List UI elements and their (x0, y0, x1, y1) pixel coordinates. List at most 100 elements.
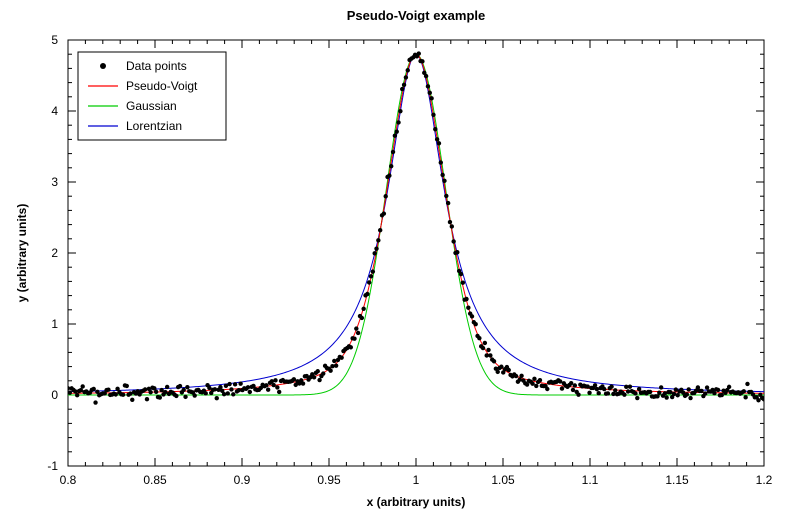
data-point (675, 393, 679, 397)
data-point (270, 379, 274, 383)
data-point (317, 378, 321, 382)
y-tick-label: 1 (51, 317, 58, 331)
data-point (420, 59, 424, 63)
data-point (273, 378, 277, 382)
data-point (106, 388, 110, 392)
legend-marker-icon (100, 63, 106, 69)
data-point (125, 384, 129, 388)
data-point (382, 211, 386, 215)
data-point (569, 381, 573, 385)
data-point (218, 385, 222, 389)
data-point (213, 387, 217, 391)
y-tick-label: -1 (47, 459, 58, 473)
data-point (635, 396, 639, 400)
data-point (477, 336, 481, 340)
y-tick-label: 2 (51, 246, 58, 260)
y-tick-label: 4 (51, 104, 58, 118)
data-point (720, 393, 724, 397)
chart-title: Pseudo-Voigt example (347, 8, 485, 23)
data-point (530, 381, 534, 385)
data-point (756, 398, 760, 402)
data-point (330, 364, 334, 368)
data-point (266, 387, 270, 391)
data-point (365, 292, 369, 296)
data-point (395, 129, 399, 133)
data-point (429, 96, 433, 100)
y-tick-label: 3 (51, 175, 58, 189)
data-point (389, 164, 393, 168)
y-tick-label: 0 (51, 388, 58, 402)
data-point (745, 382, 749, 386)
data-point (143, 387, 147, 391)
data-point (481, 346, 485, 350)
legend-label: Data points (126, 59, 187, 73)
data-point (92, 387, 96, 391)
x-tick-label: 1.2 (756, 473, 773, 487)
data-point (68, 390, 72, 394)
data-point (648, 390, 652, 394)
data-point (374, 246, 378, 250)
legend-label: Lorentzian (126, 119, 182, 133)
legend: Data pointsPseudo-VoigtGaussianLorentzia… (78, 52, 226, 140)
data-point (406, 68, 410, 72)
data-point (657, 391, 661, 395)
data-point (356, 331, 360, 335)
y-tick-label: 5 (51, 33, 58, 47)
data-point (215, 396, 219, 400)
data-point (703, 391, 707, 395)
data-point (461, 281, 465, 285)
data-point (688, 396, 692, 400)
data-point (743, 395, 747, 399)
data-point (483, 341, 487, 345)
data-point (417, 51, 421, 55)
data-point (148, 390, 152, 394)
data-point (369, 274, 373, 278)
x-tick-label: 1 (413, 473, 420, 487)
data-point (391, 150, 395, 154)
data-point (613, 388, 617, 392)
data-point (114, 392, 118, 396)
data-point (80, 384, 84, 388)
data-point (158, 395, 162, 399)
data-point (532, 377, 536, 381)
data-point (387, 173, 391, 177)
data-point (470, 314, 474, 318)
data-point (633, 391, 637, 395)
data-point (573, 383, 577, 387)
data-point (384, 194, 388, 198)
data-point (519, 374, 523, 378)
data-point (229, 387, 233, 391)
data-point (597, 391, 601, 395)
data-point (685, 392, 689, 396)
data-point (545, 387, 549, 391)
chart-container: Pseudo-Voigt example0.80.850.90.9511.051… (0, 0, 792, 527)
data-point (499, 365, 503, 369)
data-point (628, 384, 632, 388)
data-point (145, 397, 149, 401)
data-point (178, 384, 182, 388)
data-point (464, 297, 468, 301)
data-point (576, 392, 580, 396)
data-point (428, 91, 432, 95)
x-tick-label: 0.85 (143, 473, 167, 487)
data-point (238, 381, 242, 385)
data-point (431, 113, 435, 117)
data-point (231, 392, 235, 396)
data-point (404, 75, 408, 79)
y-axis-label: y (arbitrary units) (15, 204, 29, 303)
data-point (328, 368, 332, 372)
x-tick-label: 1.15 (665, 473, 689, 487)
data-point (185, 385, 189, 389)
data-point (312, 375, 316, 379)
x-tick-label: 0.95 (317, 473, 341, 487)
data-point (514, 374, 518, 378)
x-axis-label: x (arbitrary units) (367, 495, 466, 509)
data-point (687, 387, 691, 391)
data-point (154, 390, 158, 394)
data-point (352, 336, 356, 340)
data-point (609, 384, 613, 388)
data-point (488, 353, 492, 357)
data-point (75, 393, 79, 397)
data-point (637, 387, 641, 391)
data-point (587, 391, 591, 395)
